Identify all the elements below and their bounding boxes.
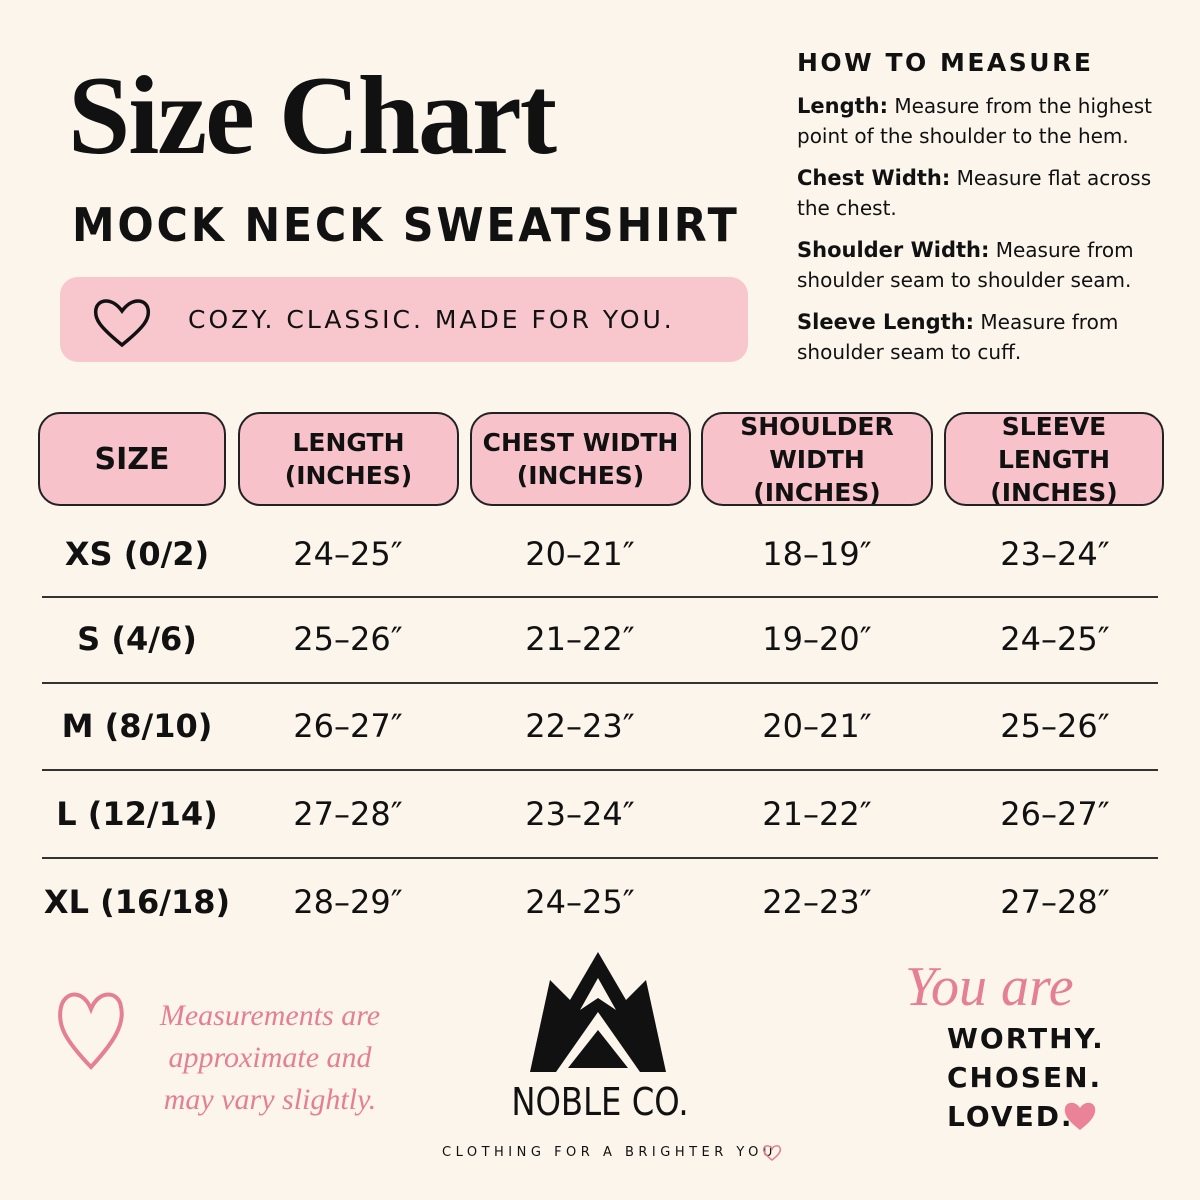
value-cell: 18–19″ [762, 535, 872, 573]
size-cell: XS (0/2) [64, 535, 210, 573]
header-cell: SHOULDER WIDTH (INCHES) [701, 411, 933, 507]
value-cell: 22–23″ [525, 707, 635, 745]
header-cell: SIZE [38, 412, 226, 506]
header-name: LENGTH [292, 428, 405, 457]
value-cell: 21–22″ [762, 795, 872, 833]
title: Size Chart [68, 54, 557, 178]
value-cell: 20–21″ [525, 535, 635, 573]
header-cell: CHEST WIDTH (INCHES) [470, 412, 691, 506]
value-cell: 22–23″ [762, 883, 872, 921]
header-cell: SLEEVE LENGTH (INCHES) [944, 411, 1164, 507]
measure-text: Measure from shoulder seam to shoulder s… [797, 238, 1134, 292]
size-cell: M (8/10) [61, 707, 213, 745]
note: Measurements are approximate and may var… [159, 999, 381, 1116]
value-cell: 24–25″ [525, 883, 635, 921]
header-name: SHOULDER WIDTH [740, 411, 894, 474]
header-name: SLEEVE LENGTH [998, 411, 1110, 474]
value-cell: 20–21″ [762, 707, 872, 745]
affirmation: CHOSEN. [947, 1061, 1103, 1094]
header-unit: (INCHES) [990, 477, 1118, 507]
measure-term: Sleeve Length: [797, 310, 975, 334]
measure-term: Chest Width: [797, 166, 951, 190]
header-name: SIZE [94, 441, 170, 477]
small-heart [762, 1145, 782, 1161]
affirmation: WORTHY. [947, 1022, 1105, 1055]
brand: NOBLE CO. [511, 1080, 689, 1124]
header-unit: (INCHES) [516, 461, 645, 490]
value-cell: 26–27″ [1000, 795, 1110, 833]
size-cell: L (12/14) [56, 795, 218, 833]
value-cell: 24–25″ [293, 535, 403, 573]
value-cell: 27–28″ [293, 795, 403, 833]
row-divider [42, 857, 1158, 859]
affirmation: LOVED. [947, 1100, 1074, 1133]
section-title: HOW TO MEASURE [797, 48, 1094, 77]
value-cell: 26–27″ [293, 707, 403, 745]
row-divider [42, 769, 1158, 771]
value-cell: 25–26″ [293, 620, 403, 658]
measure-text: Measure flat across the chest. [797, 166, 1152, 220]
heart-icon [93, 299, 151, 348]
subtitle: MOCK NECK SWEATSHIRT [72, 198, 740, 252]
measure-item: Length: Measure from the highest point o… [797, 91, 1177, 151]
measure-term: Length: [797, 94, 888, 118]
logo [530, 952, 666, 1072]
row-divider [42, 682, 1158, 684]
header-name: CHEST WIDTH [482, 428, 679, 457]
value-cell: 27–28″ [1000, 883, 1110, 921]
affirmation-intro: You are [905, 956, 1074, 1018]
tagline: COZY. CLASSIC. MADE FOR YOU. [188, 305, 675, 334]
header-unit: (INCHES) [753, 477, 881, 507]
value-cell: 21–22″ [525, 620, 635, 658]
header-cell: LENGTH (INCHES) [238, 412, 459, 506]
row-divider [42, 596, 1158, 598]
value-cell: 19–20″ [762, 620, 872, 658]
header-unit: (INCHES) [284, 461, 413, 490]
size-cell: XL (16/18) [43, 883, 231, 921]
how-to-measure: HOW TO MEASURE Length: Measure from the … [797, 48, 1177, 379]
value-cell: 25–26″ [1000, 707, 1110, 745]
value-cell: 28–29″ [293, 883, 403, 921]
measure-text: Measure from shoulder seam to cuff. [797, 310, 1119, 364]
measure-item: Sleeve Length: Measure from shoulder sea… [797, 307, 1177, 367]
brand-tagline: CLOTHING FOR A BRIGHTER YOU [442, 1145, 777, 1160]
measure-item: Chest Width: Measure flat across the che… [797, 163, 1177, 223]
value-cell: 24–25″ [1000, 620, 1110, 658]
value-cell: 23–24″ [1000, 535, 1110, 573]
measure-term: Shoulder Width: [797, 238, 990, 262]
measure-text: Measure from the highest point of the sh… [797, 94, 1152, 148]
value-cell: 23–24″ [525, 795, 635, 833]
tagline-banner: COZY. CLASSIC. MADE FOR YOU. [60, 277, 748, 362]
size-cell: S (4/6) [77, 620, 197, 658]
measure-item: Shoulder Width: Measure from shoulder se… [797, 235, 1177, 295]
heart-outline [58, 992, 124, 1070]
filled-heart [1064, 1102, 1096, 1130]
